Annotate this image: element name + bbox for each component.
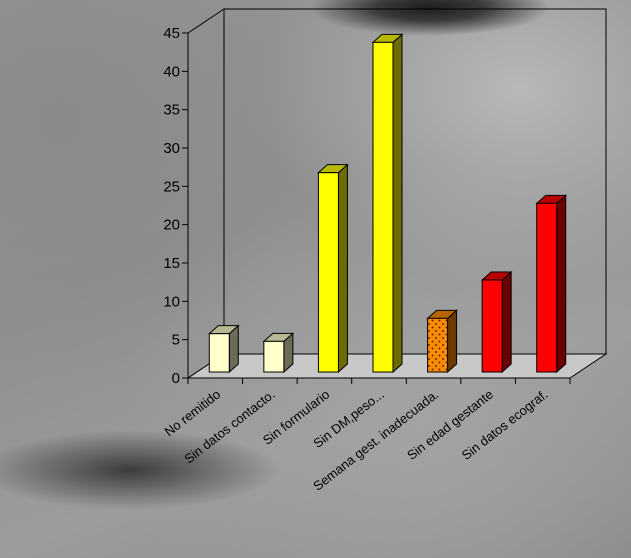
- bar-front: [263, 340, 285, 373]
- side-wall: [187, 8, 225, 379]
- y-tick-label: 15: [163, 255, 180, 272]
- bars: [207, 33, 568, 374]
- bar-side: [556, 194, 567, 374]
- bar-side: [447, 309, 458, 374]
- y-tick-label: 25: [163, 178, 180, 195]
- y-tick-label: 35: [163, 102, 180, 119]
- bar: [371, 33, 404, 374]
- y-tick-label: 40: [163, 63, 180, 80]
- bar-front: [317, 172, 339, 373]
- x-category-label: Sin datos contacto.: [181, 387, 277, 467]
- bar-front: [372, 41, 394, 373]
- y-tick-label: 20: [163, 217, 180, 234]
- bar-side: [337, 163, 348, 374]
- bar: [317, 163, 349, 374]
- bar-front: [536, 202, 558, 373]
- bar-front: [208, 333, 230, 373]
- bar: [426, 309, 458, 374]
- y-axis-ticks: 0 5 10 15 20 25 30 35 40 45: [163, 25, 188, 387]
- y-tick-label: 45: [163, 25, 180, 42]
- bar: [480, 270, 513, 374]
- y-tick-label: 30: [163, 140, 180, 157]
- bar-side: [392, 33, 403, 374]
- bar-front: [481, 279, 503, 373]
- bar-side: [501, 270, 512, 374]
- y-tick-label: 5: [172, 332, 180, 349]
- y-tick-label: 10: [163, 293, 180, 310]
- bar: [262, 332, 295, 374]
- y-tick-label: 0: [172, 370, 180, 387]
- bar-pattern: [427, 318, 448, 372]
- bar: [207, 324, 240, 374]
- bar: [535, 194, 568, 374]
